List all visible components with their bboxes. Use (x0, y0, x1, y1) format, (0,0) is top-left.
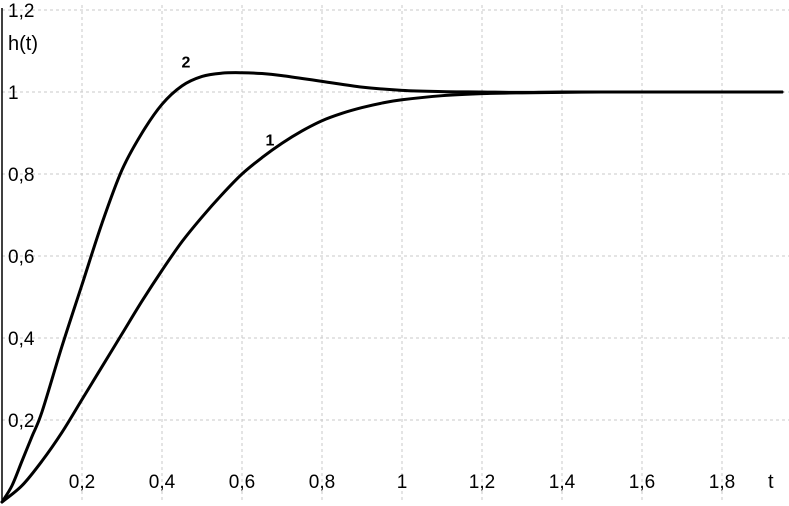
x-tick-label: 1,4 (549, 472, 576, 493)
y-axis-title: h(t) (8, 33, 38, 55)
grid (2, 5, 789, 502)
x-tick-label: 0,4 (149, 472, 176, 493)
x-axis-title: t (768, 471, 774, 493)
curve-labels: 12 (182, 54, 275, 149)
y-tick-label: 1 (8, 83, 19, 104)
x-tick-label: 1,8 (709, 472, 735, 493)
x-tick-label: 1 (397, 472, 408, 493)
y-tick-label: 0,6 (8, 247, 34, 268)
curve-label-1: 1 (266, 132, 275, 149)
curve-label-2: 2 (182, 54, 191, 71)
x-tick-label: 0,2 (69, 472, 95, 493)
tick-labels: 0,2 0,4 0,6 0,8 1 1,2 1,4 1,6 1,8 0,2 0,4 0,6 0,8 1 1,… (8, 1, 735, 493)
series-line-2 (0, 71, 784, 504)
x-tick-label: 1,6 (629, 472, 655, 493)
x-tick-label: 0,8 (309, 472, 335, 493)
x-tick-label: 0,6 (229, 472, 255, 493)
x-tick-label: 1,2 (469, 472, 495, 493)
y-tick-label: 1,2 (8, 1, 34, 22)
series-group (0, 71, 784, 504)
y-tick-label: 0,2 (8, 411, 34, 432)
y-tick-label: 0,8 (8, 165, 34, 186)
y-tick-label: 0,4 (8, 329, 35, 350)
